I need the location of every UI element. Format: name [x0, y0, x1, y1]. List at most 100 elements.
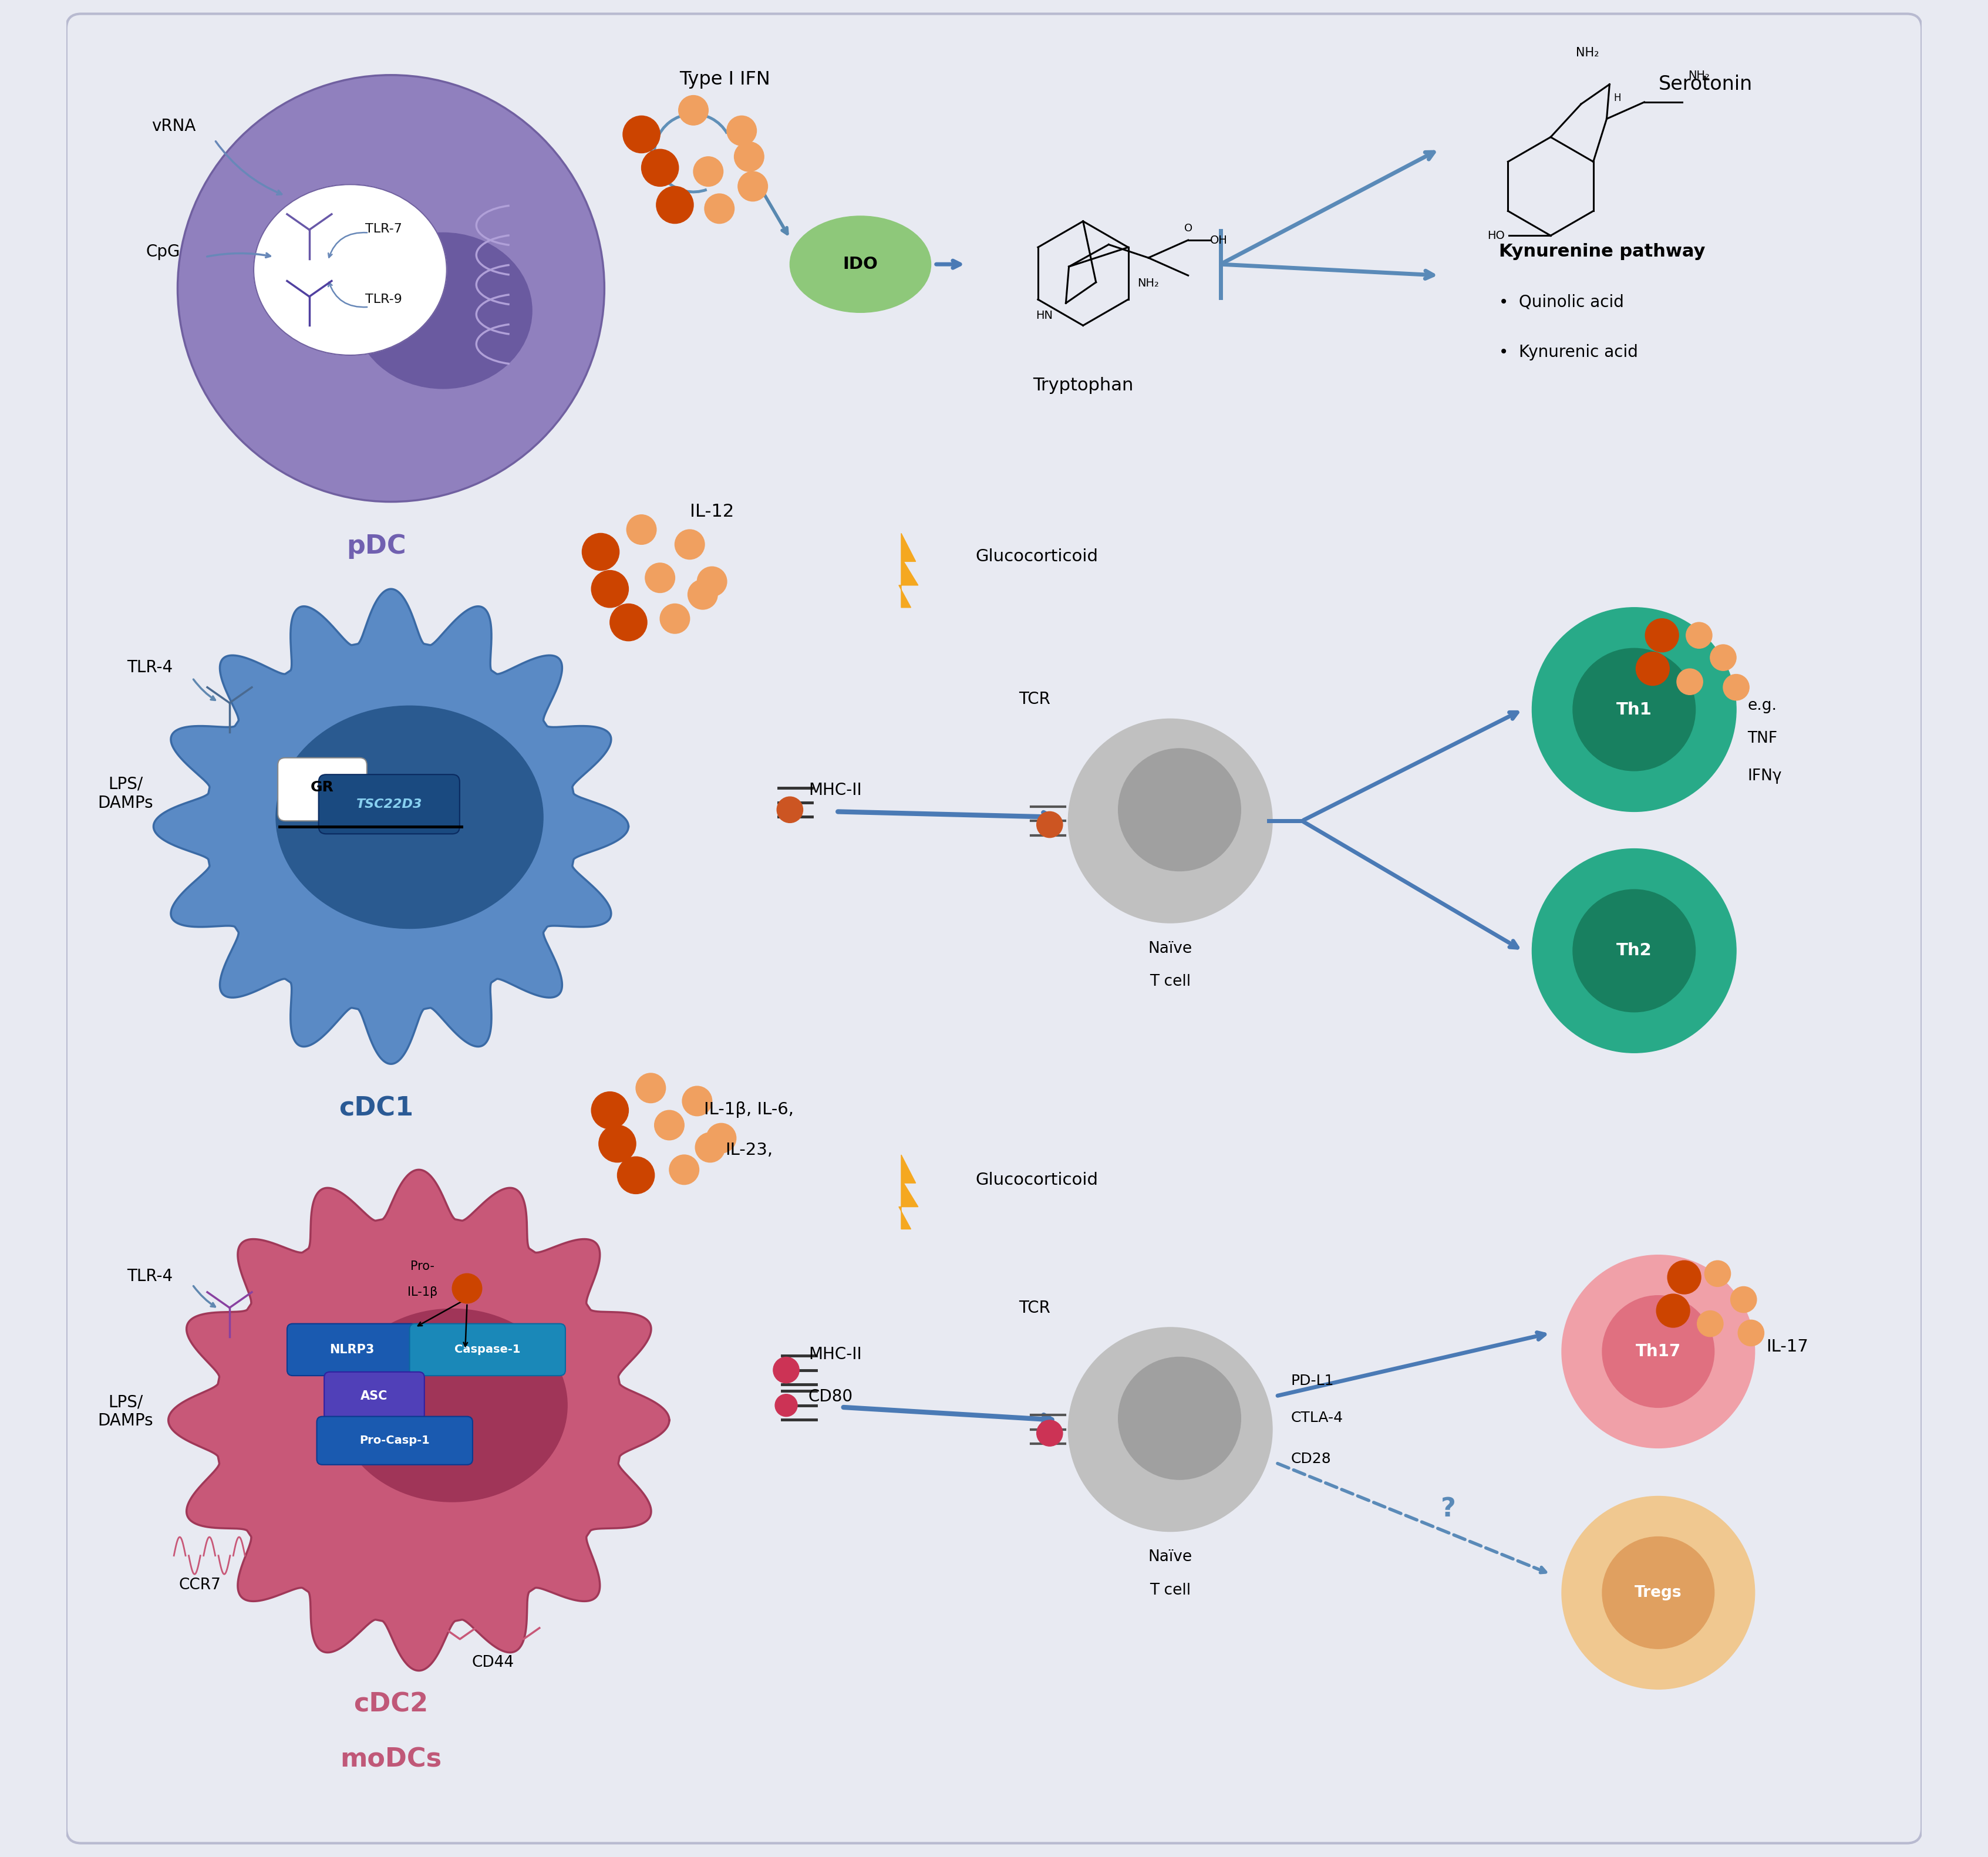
Text: pDC: pDC [346, 533, 406, 559]
Circle shape [610, 604, 646, 641]
Circle shape [590, 1092, 628, 1129]
Circle shape [706, 1123, 736, 1153]
Text: TCR: TCR [1020, 691, 1050, 708]
Circle shape [618, 1157, 654, 1194]
Text: cDC2: cDC2 [354, 1692, 427, 1716]
Circle shape [1738, 1320, 1763, 1346]
Text: Naïve: Naïve [1149, 1549, 1193, 1565]
Circle shape [451, 1274, 481, 1304]
Circle shape [642, 149, 678, 186]
Circle shape [1668, 1261, 1702, 1294]
Text: OH: OH [1211, 234, 1229, 245]
Circle shape [1068, 719, 1272, 923]
Circle shape [656, 186, 694, 223]
Text: IL-1β: IL-1β [408, 1287, 437, 1298]
Text: CD28: CD28 [1290, 1452, 1332, 1465]
Circle shape [728, 115, 757, 145]
Circle shape [1646, 618, 1678, 652]
Text: IL-1β, IL-6,: IL-1β, IL-6, [704, 1101, 793, 1118]
Text: vRNA: vRNA [151, 117, 197, 134]
Circle shape [1656, 1294, 1690, 1328]
Ellipse shape [254, 184, 447, 355]
Circle shape [674, 529, 704, 559]
Text: Pro-Casp-1: Pro-Casp-1 [360, 1435, 429, 1447]
FancyBboxPatch shape [286, 1324, 417, 1376]
Text: Glucocorticoid: Glucocorticoid [976, 1172, 1097, 1188]
Circle shape [1563, 1255, 1755, 1448]
Text: NH₂: NH₂ [1576, 46, 1600, 59]
Circle shape [646, 563, 674, 592]
Circle shape [773, 1357, 799, 1383]
Polygon shape [169, 1170, 670, 1671]
Circle shape [734, 141, 763, 171]
Text: TCR: TCR [1020, 1300, 1050, 1317]
Circle shape [626, 514, 656, 544]
Text: e.g.: e.g. [1747, 698, 1777, 713]
FancyBboxPatch shape [324, 1372, 423, 1421]
Circle shape [1119, 748, 1241, 871]
Text: Naïve: Naïve [1149, 941, 1193, 956]
Text: Th1: Th1 [1616, 702, 1652, 719]
Text: TLR-9: TLR-9 [366, 293, 402, 305]
Text: O: O [1185, 223, 1193, 234]
Ellipse shape [276, 706, 543, 928]
Text: TLR-7: TLR-7 [366, 223, 402, 234]
Circle shape [177, 74, 604, 501]
Text: TSC22D3: TSC22D3 [356, 799, 421, 810]
Circle shape [1533, 849, 1736, 1053]
Text: Type I IFN: Type I IFN [680, 71, 771, 89]
Polygon shape [899, 1155, 918, 1229]
Circle shape [1602, 1296, 1714, 1408]
FancyBboxPatch shape [318, 774, 459, 834]
Circle shape [1732, 1287, 1757, 1313]
Text: •  Kynurenic acid: • Kynurenic acid [1499, 344, 1638, 360]
Circle shape [775, 1395, 797, 1417]
Text: ASC: ASC [360, 1391, 388, 1402]
Text: TLR-4: TLR-4 [127, 1268, 173, 1285]
Circle shape [1676, 669, 1704, 695]
Ellipse shape [789, 215, 930, 312]
Circle shape [682, 1086, 712, 1116]
Text: •  Quinolic acid: • Quinolic acid [1499, 293, 1624, 310]
Circle shape [590, 570, 628, 607]
Text: PD-L1: PD-L1 [1290, 1374, 1334, 1387]
Text: IFNγ: IFNγ [1747, 769, 1781, 784]
Text: T cell: T cell [1149, 1582, 1191, 1599]
Text: Glucocorticoid: Glucocorticoid [976, 548, 1097, 565]
Circle shape [660, 604, 690, 633]
Text: IL-12: IL-12 [690, 503, 734, 520]
Text: ?: ? [1441, 1497, 1455, 1523]
Circle shape [688, 579, 718, 609]
Text: CCR7: CCR7 [179, 1577, 221, 1593]
Text: Pro-: Pro- [412, 1261, 435, 1272]
FancyBboxPatch shape [278, 758, 368, 821]
Circle shape [1710, 644, 1736, 670]
Text: Th2: Th2 [1616, 943, 1652, 958]
Text: MHC-II: MHC-II [809, 782, 861, 799]
Circle shape [1602, 1538, 1714, 1649]
Text: cDC1: cDC1 [338, 1096, 414, 1122]
Circle shape [738, 171, 767, 201]
Circle shape [696, 1133, 726, 1162]
Text: CpG: CpG [145, 243, 179, 260]
Text: NLRP3: NLRP3 [330, 1344, 374, 1356]
Circle shape [678, 95, 708, 124]
Circle shape [582, 533, 618, 570]
FancyBboxPatch shape [316, 1417, 473, 1465]
Circle shape [1563, 1497, 1755, 1690]
Circle shape [1724, 674, 1749, 700]
Circle shape [1036, 1421, 1064, 1447]
Text: TLR-4: TLR-4 [127, 659, 173, 676]
Text: LPS/
DAMPs: LPS/ DAMPs [97, 776, 153, 812]
Ellipse shape [338, 1309, 567, 1502]
Text: Th17: Th17 [1636, 1343, 1682, 1359]
Circle shape [1573, 890, 1696, 1012]
Circle shape [1119, 1357, 1241, 1480]
Circle shape [777, 797, 803, 823]
Text: Tregs: Tregs [1634, 1586, 1682, 1601]
Text: NH₂: NH₂ [1137, 279, 1159, 290]
Text: CTLA-4: CTLA-4 [1290, 1411, 1344, 1424]
Text: GR: GR [310, 780, 334, 795]
Text: Tryptophan: Tryptophan [1032, 377, 1133, 394]
Text: T cell: T cell [1149, 975, 1191, 990]
